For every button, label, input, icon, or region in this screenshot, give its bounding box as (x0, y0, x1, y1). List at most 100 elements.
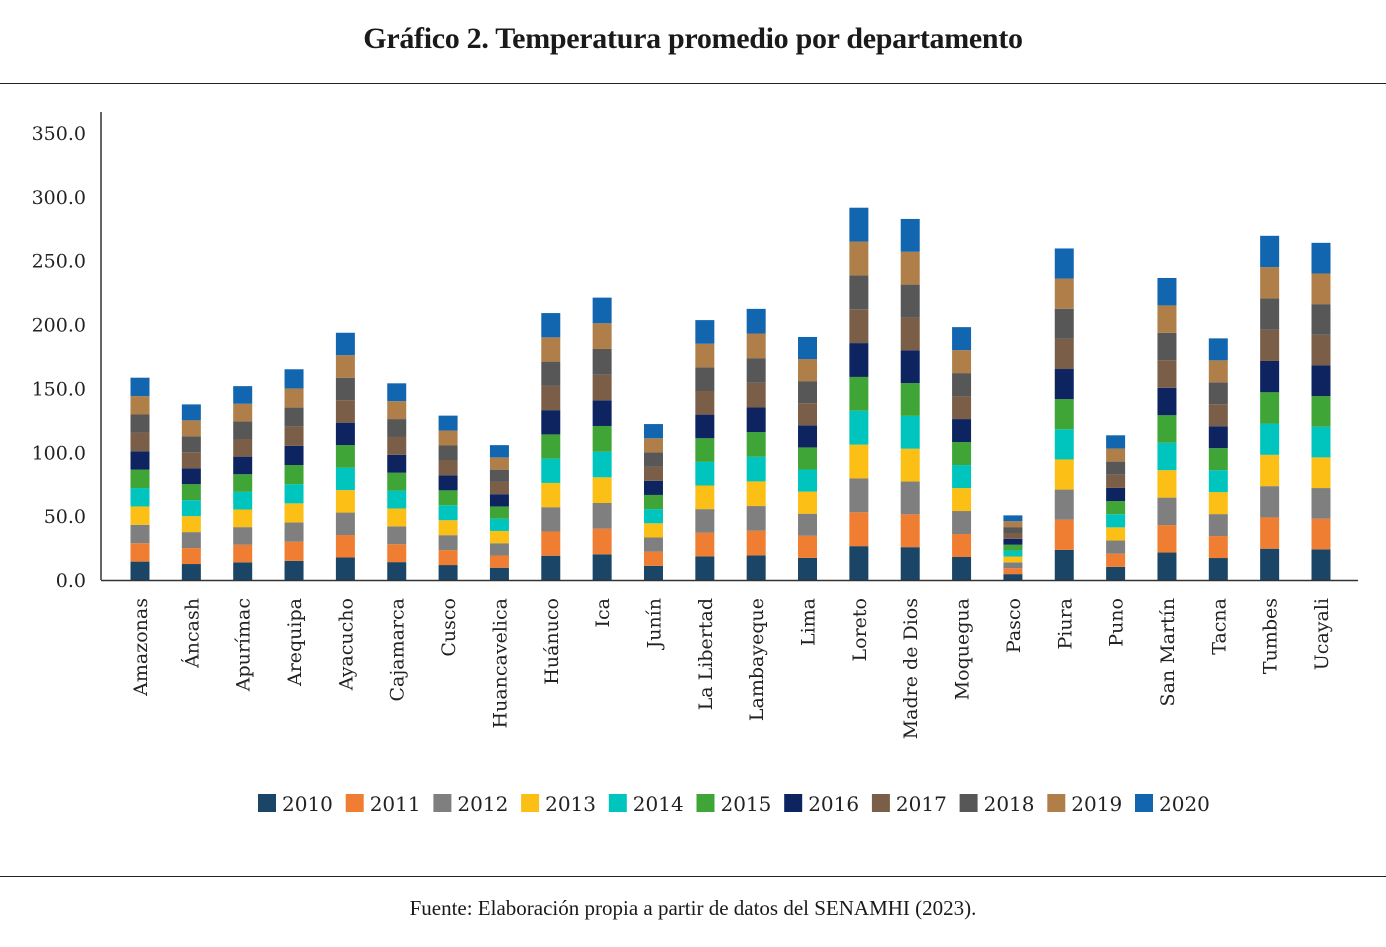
bar-segment-2012 (541, 507, 561, 532)
bar-segment-2017 (798, 403, 818, 426)
bar-segment-2017 (335, 400, 355, 423)
bar-segment-2019 (130, 396, 150, 415)
bar-segment-2014 (746, 456, 766, 482)
legend-label: 2018 (984, 792, 1035, 816)
bar-segment-2011 (438, 550, 458, 566)
bar-segment-2012 (181, 532, 201, 549)
bar-segment-2012 (1311, 488, 1331, 519)
bar-segment-2020 (643, 424, 663, 439)
bar-segment-2018 (1157, 332, 1177, 361)
x-category-label: Áncash (180, 598, 203, 669)
bar-segment-2013 (1106, 527, 1126, 541)
bar-segment-2015 (181, 484, 201, 501)
bar-segment-2011 (1003, 568, 1023, 575)
bar-segment-2018 (592, 348, 612, 375)
bar-segment-2019 (952, 350, 972, 374)
bar-segment-2011 (900, 514, 920, 548)
bar-segment-2012 (284, 522, 304, 542)
bar-segment-2015 (335, 445, 355, 468)
legend-item: 2015 (696, 792, 771, 816)
x-category-label: Cusco (438, 598, 460, 657)
bar-segment-2016 (1157, 387, 1177, 416)
bar-segment-2018 (798, 381, 818, 404)
bar-segment-2010 (1208, 558, 1228, 580)
bar-segment-2014 (181, 500, 201, 517)
bar-segment-2011 (1260, 517, 1280, 549)
bar-segment-2011 (1106, 553, 1126, 567)
bar-segment-2017 (643, 466, 663, 481)
bar-segment-2012 (952, 511, 972, 535)
y-tick-label: 50.0 (44, 506, 86, 528)
legend-swatch (521, 794, 540, 812)
bar-stack (643, 424, 663, 580)
bar-stack (130, 377, 150, 580)
bar-segment-2018 (900, 284, 920, 318)
bar-segment-2014 (695, 461, 715, 486)
bar-segment-2018 (284, 407, 304, 427)
bar-segment-2013 (233, 509, 253, 528)
bar-segment-2010 (643, 565, 663, 580)
bar-segment-2014 (952, 465, 972, 489)
y-tick-label: 350.0 (32, 123, 86, 145)
bar-segment-2012 (233, 527, 253, 545)
bar-stack (798, 336, 818, 580)
bar-segment-2010 (438, 565, 458, 580)
bar-segment-2016 (1311, 365, 1331, 397)
bar-segment-2011 (335, 535, 355, 558)
bar-segment-2019 (695, 343, 715, 368)
bar-segment-2018 (130, 414, 150, 433)
bar-segment-2014 (643, 509, 663, 524)
bar-segment-2012 (387, 526, 407, 545)
bar-segment-2010 (1260, 548, 1280, 580)
bar-segment-2016 (1054, 369, 1074, 400)
bars (130, 207, 1331, 580)
bar-segment-2012 (1106, 540, 1126, 554)
bar-segment-2016 (695, 414, 715, 439)
x-category-label: Tacna (1208, 598, 1230, 655)
bar-segment-2015 (849, 376, 869, 411)
bar-segment-2017 (1054, 338, 1074, 370)
bar-segment-2015 (489, 506, 509, 519)
bar-segment-2012 (1054, 489, 1074, 520)
bar-segment-2014 (387, 490, 407, 509)
bar-segment-2011 (1311, 518, 1331, 550)
bar-segment-2013 (387, 508, 407, 527)
bar-segment-2012 (849, 478, 869, 513)
bar-segment-2013 (489, 530, 509, 544)
legend-item: 2018 (959, 792, 1035, 816)
bar-segment-2012 (643, 537, 663, 552)
legend-item: 2010 (258, 792, 333, 816)
bar-segment-2017 (1157, 360, 1177, 388)
bar-stack (952, 327, 972, 580)
x-category-label: Ica (592, 598, 614, 627)
bar-segment-2020 (489, 445, 509, 458)
bar-segment-2010 (181, 564, 201, 580)
bar-segment-2011 (541, 531, 561, 556)
bar-segment-2011 (233, 544, 253, 563)
bar-segment-2013 (900, 448, 920, 482)
legend-swatch (784, 794, 803, 812)
legend-label: 2020 (1159, 792, 1210, 816)
bar-segment-2017 (1106, 474, 1126, 488)
bar-segment-2015 (233, 474, 253, 492)
x-category-label: Tumbes (1260, 598, 1282, 674)
bar-segment-2019 (438, 430, 458, 446)
legend-swatch (871, 794, 890, 812)
bar-stack (592, 297, 612, 580)
legend-label: 2014 (633, 792, 684, 816)
y-tick-label: 250.0 (32, 251, 86, 273)
bar-segment-2015 (541, 434, 561, 459)
bar-segment-2020 (592, 297, 612, 324)
legend-label: 2019 (1071, 792, 1122, 816)
bar-segment-2011 (387, 544, 407, 563)
bar-segment-2015 (1208, 448, 1228, 471)
y-tick-label: 150.0 (32, 378, 86, 400)
bar-segment-2010 (387, 562, 407, 580)
bar-segment-2014 (900, 415, 920, 449)
bar-segment-2015 (900, 383, 920, 416)
bar-segment-2018 (1106, 461, 1126, 475)
legend-item: 2012 (433, 792, 508, 816)
legend-swatch (1135, 794, 1153, 812)
bar-segment-2017 (130, 432, 150, 452)
bar-segment-2012 (746, 506, 766, 531)
